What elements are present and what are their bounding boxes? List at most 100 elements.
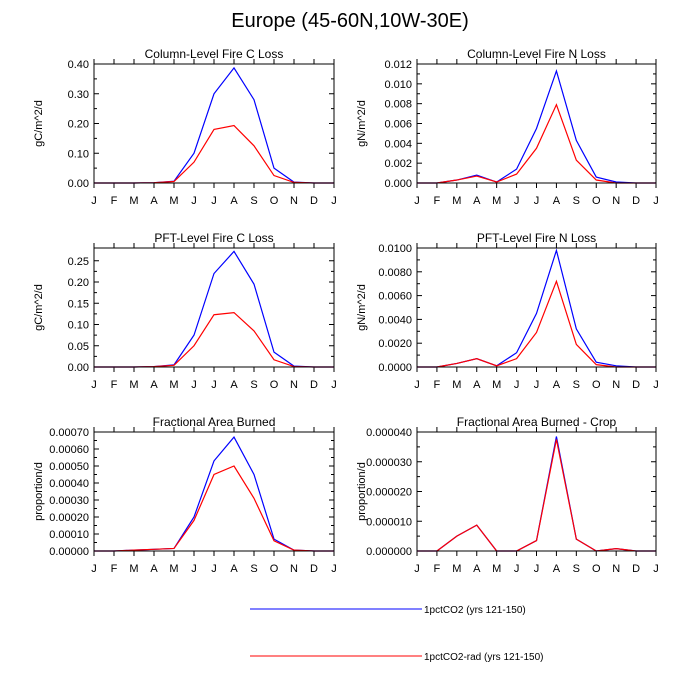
x-tick-label: D — [310, 563, 318, 575]
x-tick-label: J — [414, 379, 420, 391]
x-tick-label: M — [169, 379, 178, 391]
y-tick-label: 0.20 — [68, 119, 89, 131]
plot-frame — [93, 63, 335, 184]
x-tick-label: J — [331, 195, 337, 207]
x-tick-label: D — [310, 379, 318, 391]
x-tick-label: J — [534, 379, 540, 391]
x-tick-label: A — [230, 379, 238, 391]
panel-title: Column-Level Fire C Loss — [145, 47, 284, 61]
x-tick-label: S — [250, 195, 257, 207]
x-tick-label: M — [492, 379, 501, 391]
y-tick-label: 0.00030 — [49, 495, 89, 507]
panel-title: Column-Level Fire N Loss — [467, 47, 606, 61]
x-tick-label: A — [230, 563, 238, 575]
panel-column-level-fire-c-loss: Column-Level Fire C Loss gC/m^2/d 0.00 0.10… — [33, 47, 337, 207]
x-tick-label: J — [331, 379, 337, 391]
y-tick-label: 0.00050 — [49, 461, 89, 473]
y-tick-label: 0.000010 — [366, 516, 412, 528]
x-tick-label: M — [492, 563, 501, 575]
y-tick-label: 0.20 — [68, 277, 89, 289]
y-tick-label: 0.00020 — [49, 512, 89, 524]
x-tick-label: M — [452, 379, 461, 391]
x-tick-label: F — [111, 379, 118, 391]
x-tick-label: J — [414, 563, 420, 575]
y-tick-label: 0.25 — [68, 256, 89, 268]
x-tick-label: F — [111, 195, 118, 207]
x-tick-label: J — [191, 563, 197, 575]
y-tick-label: 0.0100 — [378, 243, 412, 255]
y-tick-label: 0.0000 — [378, 362, 412, 374]
x-tick-label: S — [250, 563, 257, 575]
x-tick-label: A — [473, 563, 481, 575]
x-tick-label: M — [129, 379, 138, 391]
y-tick-label: 0.0060 — [378, 291, 412, 303]
x-tick-label: J — [514, 563, 520, 575]
x-tick-label: D — [632, 563, 640, 575]
plot-frame — [93, 247, 335, 368]
y-tick-label: 0.000 — [384, 178, 412, 190]
x-tick-label: J — [91, 563, 97, 575]
y-axis-label: gN/m^2/d — [356, 100, 368, 147]
panel-title: PFT-Level Fire N Loss — [477, 231, 596, 245]
x-tick-label: J — [191, 379, 197, 391]
x-tick-label: J — [211, 195, 217, 207]
y-axis-label: proportion/d — [33, 462, 45, 521]
x-tick-label: M — [452, 563, 461, 575]
x-tick-label: F — [434, 563, 441, 575]
x-tick-label: A — [230, 195, 238, 207]
x-tick-label: J — [331, 563, 337, 575]
x-tick-label: J — [514, 195, 520, 207]
y-tick-label: 0.004 — [384, 138, 412, 150]
x-tick-label: O — [592, 379, 601, 391]
x-tick-label: A — [473, 379, 481, 391]
x-tick-label: J — [91, 379, 97, 391]
y-tick-label: 0.002 — [384, 158, 412, 170]
x-tick-label: D — [310, 195, 318, 207]
y-tick-label: 0.30 — [68, 89, 89, 101]
series-line-1pctco2-yrs-121-150 — [417, 436, 656, 552]
x-tick-label: A — [553, 379, 561, 391]
x-tick-label: J — [653, 379, 659, 391]
y-tick-label: 0.05 — [68, 341, 89, 353]
x-tick-label: S — [573, 379, 580, 391]
series-line-1pctco2-rad-yrs-121-150 — [94, 311, 334, 368]
y-tick-label: 0.000040 — [366, 427, 412, 439]
x-tick-label: J — [211, 563, 217, 575]
x-tick-label: A — [553, 195, 561, 207]
panel-title: Fractional Area Burned - Crop — [457, 415, 617, 429]
panel-pft-level-fire-n-loss: PFT-Level Fire N Loss gN/m^2/d 0.0000 0.002… — [356, 231, 659, 391]
x-tick-label: A — [150, 379, 158, 391]
y-axis-label: gN/m^2/d — [356, 284, 368, 331]
x-tick-label: O — [592, 195, 601, 207]
y-tick-label: 0.00000 — [49, 546, 89, 558]
x-tick-label: J — [514, 379, 520, 391]
x-tick-label: J — [534, 563, 540, 575]
x-tick-label: O — [270, 195, 279, 207]
y-tick-label: 0.008 — [384, 99, 412, 111]
y-axis-label: proportion/d — [356, 462, 368, 521]
y-tick-label: 0.10 — [68, 148, 89, 160]
x-tick-label: M — [169, 563, 178, 575]
x-tick-label: F — [434, 379, 441, 391]
y-tick-label: 0.00010 — [49, 529, 89, 541]
series-line-1pctco2-rad-yrs-121-150 — [417, 439, 656, 552]
x-tick-label: M — [492, 195, 501, 207]
y-tick-label: 0.006 — [384, 119, 412, 131]
x-tick-label: A — [553, 563, 561, 575]
x-tick-label: N — [290, 195, 298, 207]
series-line-1pctco2-yrs-121-150 — [94, 250, 334, 368]
x-tick-label: D — [632, 195, 640, 207]
series-line-1pctco2-yrs-121-150 — [94, 436, 334, 552]
x-tick-label: J — [653, 563, 659, 575]
x-tick-label: O — [592, 563, 601, 575]
panel-title: Fractional Area Burned — [153, 415, 276, 429]
x-tick-label: O — [270, 379, 279, 391]
y-tick-label: 0.00060 — [49, 444, 89, 456]
y-tick-label: 0.00040 — [49, 478, 89, 490]
legend — [250, 608, 422, 657]
panel-column-level-fire-n-loss: Column-Level Fire N Loss gN/m^2/d 0.000 0.0… — [356, 47, 659, 207]
x-tick-label: N — [290, 379, 298, 391]
x-tick-label: J — [91, 195, 97, 207]
series-line-1pctco2-rad-yrs-121-150 — [94, 465, 334, 552]
